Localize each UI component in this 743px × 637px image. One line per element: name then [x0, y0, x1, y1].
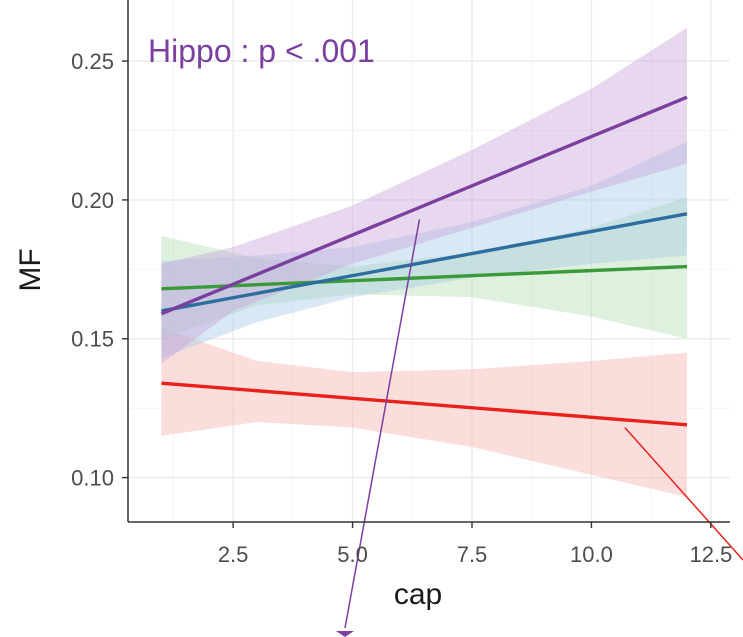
- x-tick-label: 7.5: [457, 542, 488, 567]
- y-tick-label: 0.25: [71, 49, 114, 74]
- blue-ribbon: [161, 141, 687, 359]
- blue-fit-line: [161, 212, 688, 313]
- red-pointer-line: [624, 427, 743, 561]
- y-tick-label: 0.10: [71, 466, 114, 491]
- y-tick-label: 0.20: [71, 188, 114, 213]
- purple-fit-line: [160, 95, 688, 316]
- x-tick-label: 5.0: [337, 542, 368, 567]
- y-axis-title: MF: [14, 248, 47, 291]
- fit-lines: [160, 95, 688, 427]
- x-tick-label: 10.0: [570, 542, 613, 567]
- purple-pointer-line: [344, 219, 421, 629]
- confidence-ribbons: [161, 27, 687, 497]
- purple-ribbon: [161, 27, 687, 364]
- annotation-arrows: [336, 219, 743, 637]
- red-ribbon: [161, 327, 687, 497]
- y-tick-label: 0.15: [71, 327, 114, 352]
- x-tick-label: 12.5: [689, 542, 732, 567]
- significance-annotation: Hippo : p < .001: [148, 33, 375, 69]
- grid-lines: [128, 0, 730, 522]
- purple-pointer-arrowhead: [336, 631, 354, 637]
- x-tick-label: 2.5: [218, 542, 249, 567]
- y-axis-ticks: 0.10 0.15 0.20 0.25: [71, 49, 128, 491]
- green-fit-line: [161, 264, 688, 291]
- x-axis-ticks: 2.5 5.0 7.5 10.0 12.5: [218, 522, 732, 567]
- red-fit-line: [161, 381, 688, 427]
- green-ribbon: [161, 197, 687, 339]
- x-axis-title: cap: [394, 578, 442, 611]
